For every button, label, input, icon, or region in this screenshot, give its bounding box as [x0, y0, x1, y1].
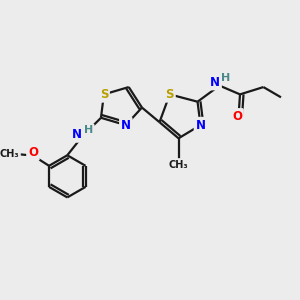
- Text: CH₃: CH₃: [169, 160, 188, 170]
- Text: H: H: [84, 125, 93, 135]
- Text: H: H: [221, 73, 231, 83]
- Text: N: N: [196, 118, 206, 132]
- Text: O: O: [28, 146, 38, 159]
- Text: N: N: [121, 118, 131, 132]
- Text: S: S: [100, 88, 108, 101]
- Text: CH₃: CH₃: [0, 149, 19, 159]
- Text: O: O: [232, 110, 242, 123]
- Text: S: S: [166, 88, 174, 101]
- Text: N: N: [72, 128, 82, 141]
- Text: N: N: [210, 76, 220, 88]
